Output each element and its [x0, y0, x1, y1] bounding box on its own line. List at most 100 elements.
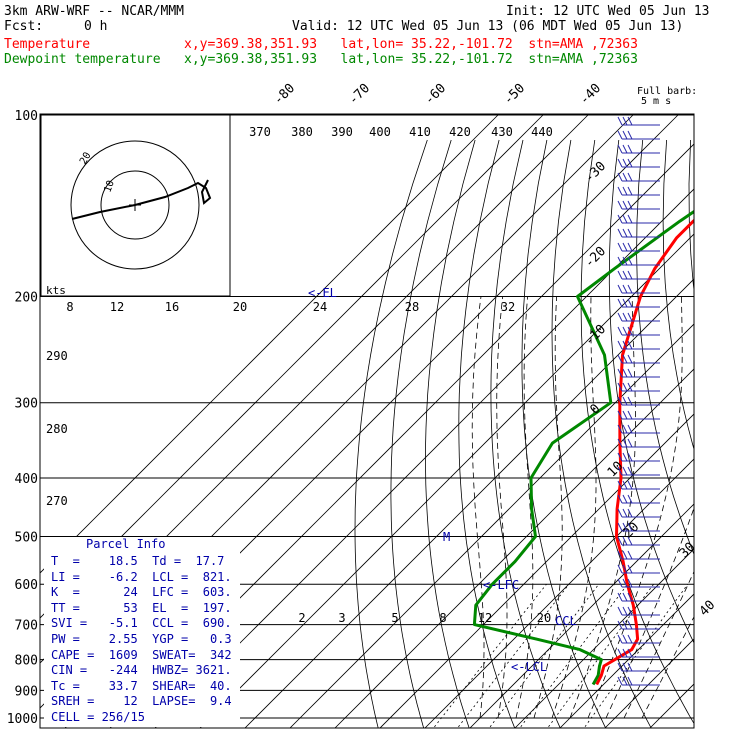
parcel-info-row: SREH = 12 LAPSE= 9.4: [51, 694, 232, 709]
pressure-axis-label: 300: [15, 397, 38, 412]
pressure-axis-label: 400: [15, 472, 38, 487]
wind-barb: [617, 130, 660, 140]
mixing-ratio-label: 3: [338, 611, 345, 625]
isotherm-label: -40: [577, 81, 604, 108]
parcel-info-row: LI = -6.2 LCL = 821.: [51, 569, 232, 584]
theta-label: 380: [291, 125, 313, 139]
pressure-axis-label: 600: [15, 578, 38, 593]
model-title: 3km ARW-WRF -- NCAR/MMM: [4, 4, 185, 19]
dry-adiabat-line: [636, 139, 694, 556]
dry-adiabat-line: [458, 139, 516, 728]
wind-barb: [617, 676, 660, 686]
isotherm-line: [424, 458, 694, 728]
dry-adiabat-line: [688, 139, 694, 294]
wind-barb: [617, 158, 660, 168]
isotherm-line: [379, 413, 694, 728]
barb-legend-label: Full barb:: [637, 86, 697, 97]
hodograph-speed-label: 20: [233, 300, 247, 314]
parcel-info-row: CAPE = 1609 SWEAT= 342: [51, 647, 232, 662]
dry-adiabat-line: [390, 139, 452, 728]
parcel-info-row: SVI = -5.1 CCL = 690.: [51, 616, 232, 631]
lcl-marker: <-LCL: [511, 660, 547, 674]
moist-adiabat-line: [471, 296, 485, 719]
isotherm-label: 10: [605, 459, 627, 481]
wind-barb: [617, 298, 660, 308]
isotherm-line: [334, 368, 694, 728]
moist-adiabat-line: [587, 296, 683, 719]
theta-label: 270: [46, 494, 68, 508]
theta-label: 410: [409, 125, 431, 139]
wind-barb: [617, 312, 660, 322]
theta-label: 440: [531, 125, 553, 139]
valid-time: Valid: 12 UTC Wed 05 Jun 13 (06 MDT Wed …: [292, 19, 684, 34]
wind-barb: [617, 438, 660, 448]
isotherm-label: -10: [582, 322, 609, 349]
wind-barb: [617, 382, 660, 392]
moist-adiabat-line: [515, 296, 534, 719]
dry-adiabat-line: [425, 139, 476, 728]
hodograph-speed-label: 8: [66, 300, 73, 314]
wind-barb: [617, 494, 660, 504]
wind-barb: [617, 214, 660, 224]
mixing-ratio-label: 20: [537, 611, 551, 625]
parcel-info-title: Parcel Info: [86, 537, 166, 551]
hodograph-ring-label: 20: [78, 151, 94, 167]
isotherm-line: [559, 593, 694, 728]
isotherm-label: -30: [582, 159, 609, 186]
parcel-info-box: Parcel Info T = 18.5 Td = 17.7 LI = -6.2 …: [44, 537, 240, 727]
isotherm-line: [154, 188, 694, 728]
theta-label: 290: [46, 349, 68, 363]
mixing-ratio-label: 2: [298, 611, 305, 625]
wind-barb: [617, 662, 660, 672]
isotherm-label: -50: [501, 81, 528, 108]
hodograph-speed-label: 12: [110, 300, 124, 314]
mixing-ratio-line: [457, 583, 570, 728]
pressure-axis-label: 700: [15, 619, 38, 634]
fcst-value: 0 h: [84, 19, 108, 34]
isotherm-line: [244, 278, 694, 728]
dewpoint-legend: Dewpoint temperature x,y=369.38,351.93 l…: [4, 52, 638, 67]
isotherm-line: [199, 233, 694, 728]
mixing-ratio-label: 5: [391, 611, 398, 625]
isotherm-line: [469, 503, 694, 728]
parcel-info-row: T = 18.5 Td = 17.7: [51, 554, 225, 568]
isotherm-line: [604, 638, 694, 728]
pressure-axis-label: 900: [15, 684, 38, 699]
wind-barb: [617, 452, 660, 462]
moist-adiabat-line: [623, 570, 694, 719]
hodograph-ring: [100, 170, 170, 240]
theta-label: 370: [249, 125, 271, 139]
temperature-legend: Temperature x,y=369.38,351.93 lat,lon= 3…: [4, 37, 638, 52]
hodograph-speed-label: 32: [501, 300, 515, 314]
mixing-ratio-label: 8: [439, 611, 446, 625]
wind-barb: [617, 578, 660, 588]
wind-barb: [617, 144, 660, 154]
hodograph-kts-label: kts: [46, 284, 66, 297]
moist-adiabat-line: [641, 615, 694, 719]
isotherm-line: [514, 548, 694, 728]
dewpoint-curve: [472, 209, 694, 686]
wind-barb: [617, 620, 660, 630]
wind-barb: [617, 606, 660, 616]
mixing-ratio-line: [433, 583, 547, 728]
pressure-axis-label: 200: [15, 291, 38, 306]
wind-barb: [617, 172, 660, 182]
moist-adiabat-line: [533, 296, 563, 719]
wind-barb: [617, 508, 660, 518]
dry-adiabat-line: [608, 139, 694, 644]
isotherm-label: 40: [697, 598, 719, 620]
hodograph-speed-label: 28: [405, 300, 419, 314]
hodograph-speed-label: 24: [313, 300, 327, 314]
moist-adiabat-line: [551, 296, 597, 719]
fcst-label: Fcst:: [4, 19, 44, 34]
dry-adiabat-line: [551, 139, 652, 728]
wind-barb: [617, 228, 660, 238]
wind-barb: [617, 424, 660, 434]
hodograph-ring: [70, 140, 200, 270]
theta-label: 430: [491, 125, 513, 139]
theta-label: 400: [369, 125, 391, 139]
pressure-axis-label: 1000: [7, 712, 38, 727]
pressure-axis-label: 800: [15, 654, 38, 669]
wind-barb: [617, 368, 660, 378]
